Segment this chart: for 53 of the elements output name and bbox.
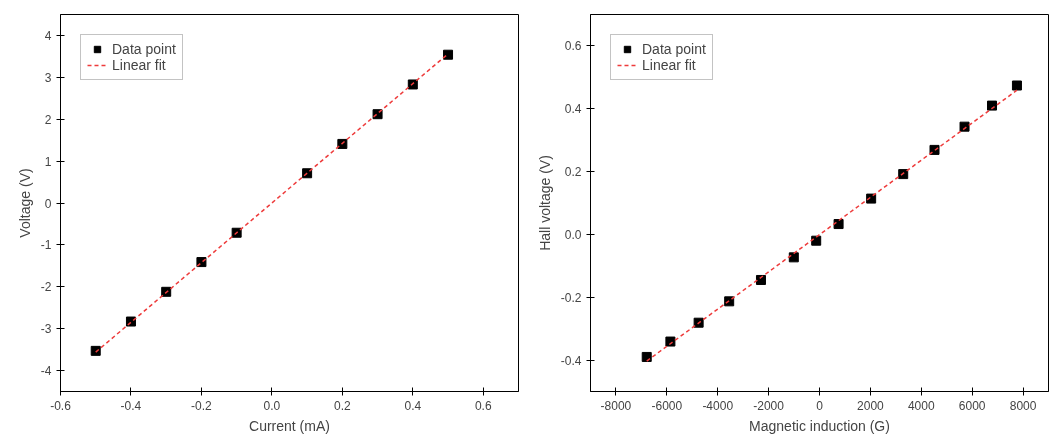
point	[833, 219, 844, 230]
x-axis-title: Current (mA)	[249, 417, 330, 434]
x-tick-label: -2000	[753, 398, 785, 413]
y-tick-label: 1	[44, 154, 52, 169]
y-axis-title: Voltage (V)	[16, 168, 33, 238]
x-tick-label: 0.4	[404, 398, 422, 413]
point	[811, 235, 822, 246]
point	[959, 121, 970, 132]
point	[1011, 80, 1022, 91]
point	[161, 286, 172, 297]
y-tick-label: 0.4	[564, 102, 582, 117]
x-tick-label: -0.2	[191, 398, 213, 413]
x-tick-label: -4000	[702, 398, 734, 413]
y-tick-label: -1	[40, 238, 52, 253]
x-tick-label: 8000	[1009, 398, 1037, 413]
legend-label: Data point	[642, 41, 706, 57]
y-tick-label: 0.6	[564, 39, 582, 54]
y-tick-label: 3	[44, 70, 52, 85]
point	[987, 100, 998, 111]
x-tick-label: 2000	[857, 398, 885, 413]
x-tick-label: -6000	[651, 398, 683, 413]
y-axis-title: Hall voltage (V)	[536, 155, 553, 251]
y-tick-label: 0.2	[564, 165, 582, 180]
y-tick-label: 4	[44, 28, 52, 43]
y-tick-label: -0.2	[560, 290, 582, 305]
x-tick-label: 4000	[907, 398, 935, 413]
x-tick-label: 6000	[958, 398, 986, 413]
y-tick-label: -4	[40, 364, 52, 379]
point	[788, 252, 799, 263]
point	[231, 227, 242, 238]
y-tick-label: 0.0	[564, 227, 582, 242]
x-tick-label: 0.2	[334, 398, 352, 413]
point	[443, 49, 454, 60]
x-axis-title: Magnetic induction (G)	[749, 417, 890, 434]
legend-label: Linear fit	[642, 57, 696, 73]
x-tick-label: 0	[816, 398, 824, 413]
y-tick-label: -2	[40, 280, 52, 295]
x-tick-label: 0.6	[474, 398, 492, 413]
point	[407, 79, 418, 90]
point	[665, 336, 676, 347]
x-tick-label: 0.0	[263, 398, 281, 413]
y-tick-label: 0	[44, 196, 52, 211]
x-tick-label: -0.4	[120, 398, 142, 413]
y-tick-label: 2	[44, 112, 52, 127]
point	[90, 345, 101, 356]
y-tick-label: -0.4	[560, 353, 582, 368]
point	[641, 351, 652, 362]
legend-label: Linear fit	[112, 57, 166, 73]
x-tick-label: -0.6	[50, 398, 72, 413]
x-tick-label: -8000	[600, 398, 632, 413]
legend-label: Data point	[112, 41, 176, 57]
y-tick-label: -3	[40, 322, 52, 337]
point	[898, 169, 909, 180]
